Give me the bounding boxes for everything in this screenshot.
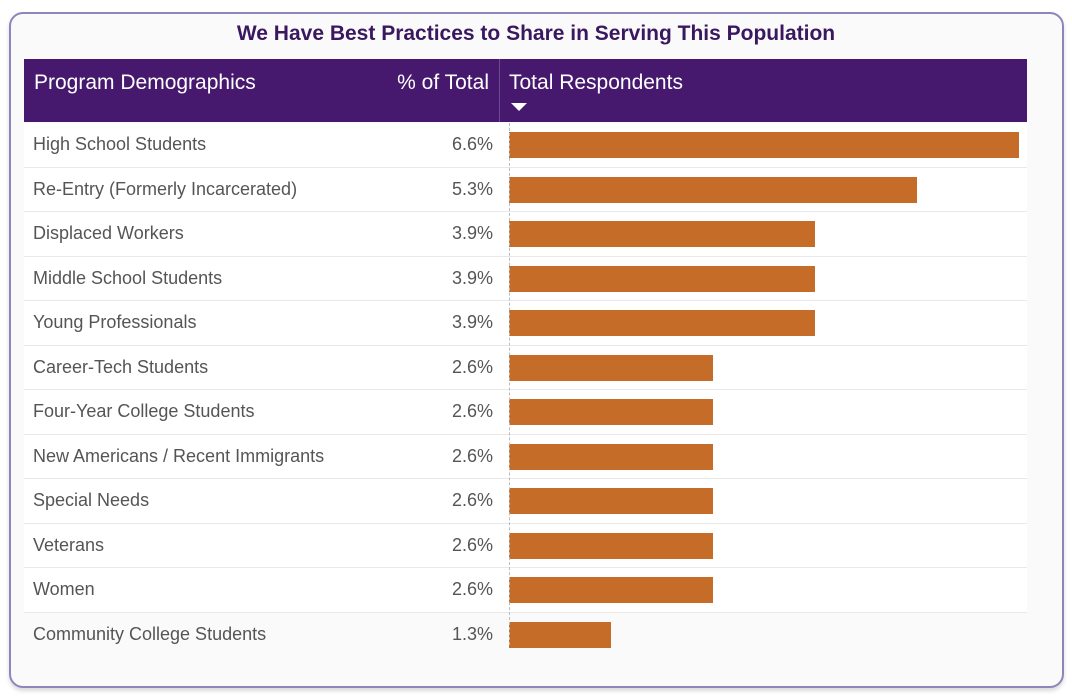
row-percent: 2.6% [451, 534, 493, 555]
row-label: Special Needs [33, 490, 150, 510]
row-percent: 3.9% [451, 312, 493, 332]
row-percent: 3.9% [451, 267, 493, 288]
row-label: Middle School Students [33, 267, 223, 288]
respondents-bar[interactable] [509, 621, 611, 648]
table-row[interactable]: Four-Year College Students 2.6% [24, 390, 1027, 435]
row-label: Women [33, 579, 95, 599]
table-row[interactable]: Re-Entry (Formerly Incarcerated) 5.3% [24, 167, 1027, 212]
table-row[interactable]: Middle School Students 3.9% [24, 256, 1027, 301]
respondents-bar[interactable] [509, 176, 917, 203]
table-row[interactable]: Displaced Workers 3.9% [24, 212, 1027, 257]
row-label: Displaced Workers [33, 223, 184, 243]
row-percent: 2.6% [451, 579, 493, 599]
row-percent: 6.6% [451, 134, 493, 154]
bar-axis-line [509, 123, 510, 645]
table-row[interactable]: New Americans / Recent Immigrants 2.6% [24, 434, 1027, 479]
row-percent: 5.3% [451, 178, 493, 199]
row-percent: 2.6% [451, 356, 493, 377]
column-header-respondents[interactable]: Total Respondents [509, 71, 683, 94]
respondents-bar[interactable] [509, 221, 815, 247]
row-percent: 2.6% [451, 401, 493, 421]
respondents-bar[interactable] [509, 443, 713, 470]
table-row[interactable]: Young Professionals 3.9% [24, 301, 1027, 346]
table-row[interactable]: Veterans 2.6% [24, 523, 1027, 568]
respondents-bar[interactable] [509, 488, 713, 514]
table-body: High School Students 6.6% Re-Entry (Former… [24, 123, 1027, 656]
respondents-bar[interactable] [509, 310, 815, 336]
row-label: New Americans / Recent Immigrants [33, 445, 325, 466]
row-label: Community College Students [33, 623, 267, 644]
row-label: High School Students [33, 134, 207, 154]
row-percent: 1.3% [451, 623, 493, 644]
column-header-demographics[interactable]: Program Demographics [34, 71, 256, 94]
table-row[interactable]: Women 2.6% [24, 568, 1027, 613]
row-percent: 3.9% [451, 223, 493, 243]
table-row[interactable]: Community College Students 1.3% [24, 612, 1027, 656]
chart-title: We Have Best Practices to Share in Servi… [236, 22, 836, 45]
table-header: Program Demographics % of Total Total Re… [24, 59, 1027, 122]
table-row[interactable]: Special Needs 2.6% [24, 479, 1027, 524]
row-label: Re-Entry (Formerly Incarcerated) [33, 178, 298, 199]
row-label: Career-Tech Students [33, 356, 209, 377]
row-label: Young Professionals [33, 312, 197, 332]
header-divider [499, 59, 500, 122]
respondents-bar[interactable] [509, 577, 713, 603]
respondents-bar[interactable] [509, 399, 713, 425]
respondents-bar[interactable] [509, 354, 713, 381]
row-label: Four-Year College Students [33, 401, 255, 421]
sort-descending-icon[interactable] [511, 103, 527, 111]
respondents-bar[interactable] [509, 132, 1019, 158]
table-row[interactable]: Career-Tech Students 2.6% [24, 345, 1027, 390]
respondents-bar[interactable] [509, 532, 713, 559]
column-header-percent[interactable]: % of Total [397, 71, 489, 94]
row-percent: 2.6% [451, 445, 493, 466]
row-label: Veterans [33, 534, 105, 555]
respondents-bar[interactable] [509, 265, 815, 292]
table-row[interactable]: High School Students 6.6% [24, 123, 1027, 168]
row-percent: 2.6% [451, 490, 493, 510]
